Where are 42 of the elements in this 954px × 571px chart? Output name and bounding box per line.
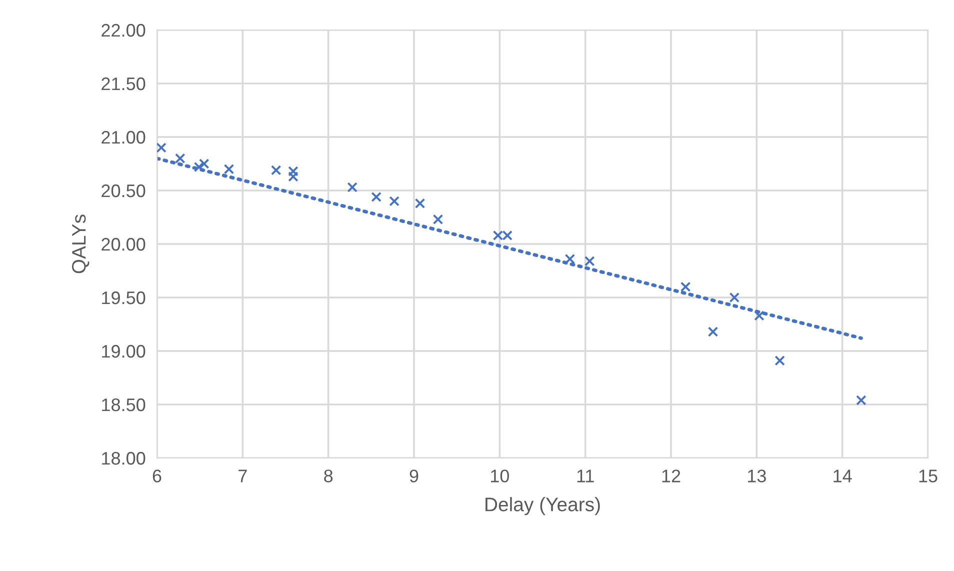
x-tick-label: 11 xyxy=(577,470,594,482)
point xyxy=(584,256,595,266)
point xyxy=(680,282,691,292)
point xyxy=(564,254,576,264)
point xyxy=(198,158,210,169)
point xyxy=(347,182,358,192)
x-tick-label: 8 xyxy=(324,470,333,482)
point xyxy=(224,164,234,174)
point xyxy=(194,162,204,172)
point xyxy=(729,292,740,303)
point xyxy=(371,192,382,202)
point xyxy=(708,326,718,337)
point xyxy=(856,395,866,406)
y-tick-label: 22.00 xyxy=(102,24,146,37)
x-tick-label: 13 xyxy=(748,470,766,482)
x-tick-label: 6 xyxy=(152,470,162,482)
x-tick-label: 15 xyxy=(919,470,938,482)
y-tick-label: 20.00 xyxy=(102,238,146,251)
x-tick-label: 14 xyxy=(834,470,852,482)
x-tick-label: 10 xyxy=(491,470,510,482)
point xyxy=(174,153,186,164)
point xyxy=(432,214,444,225)
point xyxy=(774,355,785,366)
y-tick-label: 21.50 xyxy=(102,77,146,90)
point xyxy=(389,196,400,206)
y-tick-label: 20.50 xyxy=(102,184,146,198)
point xyxy=(157,142,166,153)
point xyxy=(414,198,426,208)
x-tick-label: 9 xyxy=(410,470,418,482)
y-tick-label: 19.00 xyxy=(102,344,146,358)
y-tick-label: 18.00 xyxy=(102,452,146,465)
y-tick-label: 19.50 xyxy=(102,291,146,304)
point xyxy=(288,171,298,182)
point xyxy=(754,310,764,321)
x-tick-label: 12 xyxy=(662,470,680,482)
y-tick-label: 21.00 xyxy=(102,130,146,144)
y-axis-title: QALYs xyxy=(72,214,90,274)
point xyxy=(288,166,298,176)
point xyxy=(270,165,282,176)
y-tick-label: 18.50 xyxy=(102,398,146,412)
x-axis-title: Delay (Years) xyxy=(486,497,600,516)
x-tick-label: 7 xyxy=(238,470,247,482)
